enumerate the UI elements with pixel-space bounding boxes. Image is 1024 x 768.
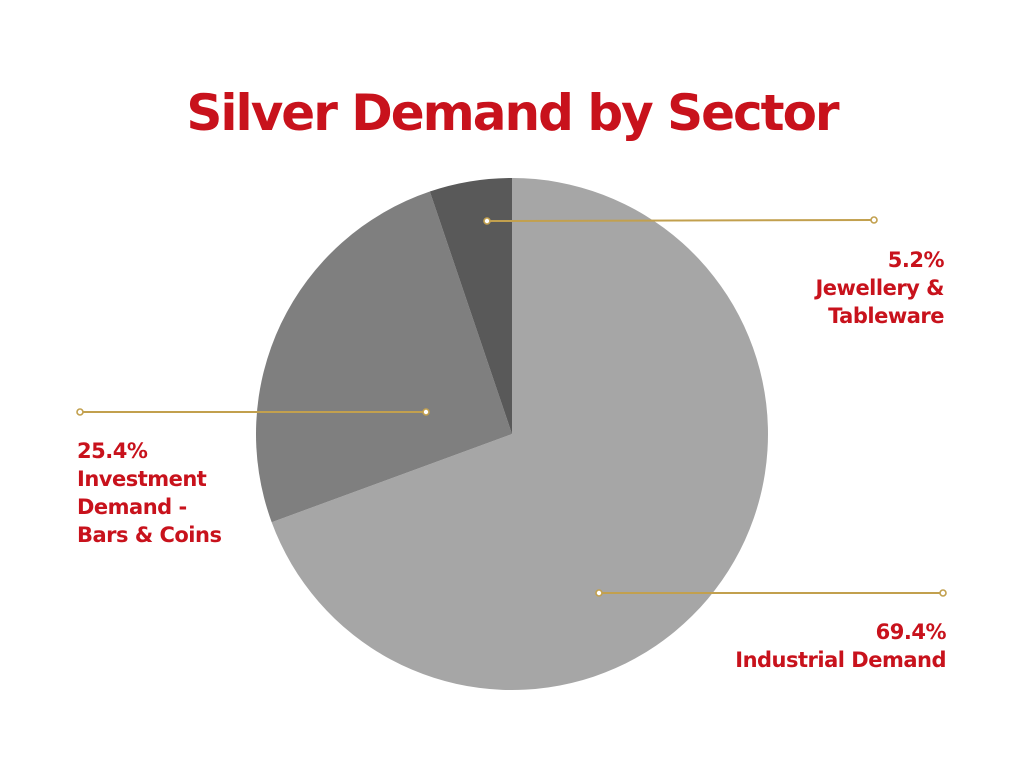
pie-slices bbox=[255, 178, 768, 690]
leader-lines bbox=[76, 216, 947, 597]
slice-name-industrial-line1: Industrial Demand bbox=[735, 648, 946, 672]
leader-dot-jewellery-start bbox=[483, 217, 491, 225]
slice-name-investment-line1: Investment bbox=[77, 467, 207, 491]
slice-percent-investment: 25.4% bbox=[77, 439, 148, 463]
leader-line-jewellery bbox=[486, 219, 875, 222]
leader-dot-industrial-start bbox=[595, 589, 603, 597]
pie-slice-investment bbox=[255, 191, 512, 523]
slice-name-investment-line2: Demand - bbox=[77, 495, 187, 519]
leader-dot-investment-start bbox=[76, 408, 84, 416]
slice-percent-jewellery: 5.2% bbox=[887, 248, 945, 272]
slice-label-jewellery: 5.2% Jewellery & Tableware bbox=[815, 246, 944, 330]
leader-dot-investment-end bbox=[422, 408, 430, 416]
slice-label-industrial: 69.4% Industrial Demand bbox=[735, 618, 946, 674]
leader-dot-jewellery-end bbox=[870, 216, 878, 224]
pie-slice-industrial bbox=[271, 178, 768, 690]
slice-label-investment: 25.4% Investment Demand - Bars & Coins bbox=[77, 437, 222, 549]
slice-name-investment-line3: Bars & Coins bbox=[77, 523, 222, 547]
slice-percent-industrial: 69.4% bbox=[875, 620, 947, 644]
pie-slice-jewellery bbox=[429, 178, 512, 434]
chart-title: Silver Demand by Sector bbox=[186, 84, 839, 142]
leader-dot-industrial-end bbox=[939, 589, 947, 597]
slice-name-jewellery-line2: Tableware bbox=[828, 304, 944, 328]
slice-name-jewellery-line1: Jewellery & bbox=[815, 276, 944, 300]
